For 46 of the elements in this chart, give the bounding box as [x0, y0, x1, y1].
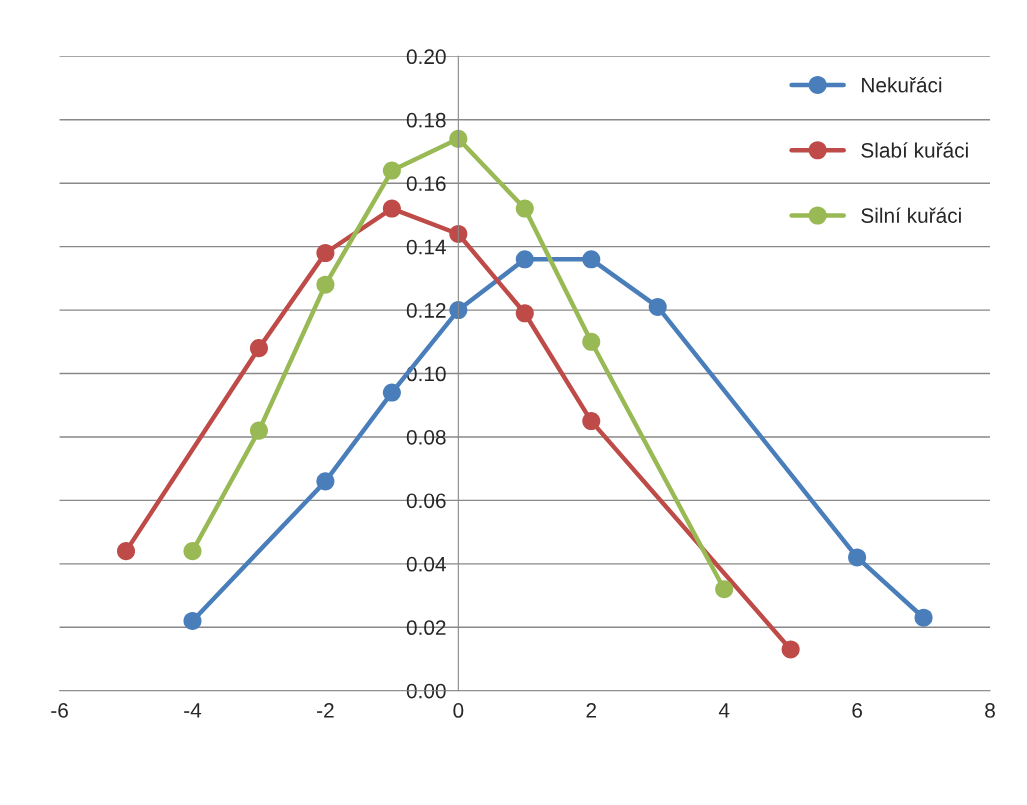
point: [249, 421, 268, 440]
x-tick-label: -2: [317, 703, 334, 718]
x-tick-label: -4: [184, 703, 202, 718]
point: [316, 275, 335, 294]
point: [515, 199, 534, 218]
y-tick-label: 0.14: [406, 239, 446, 255]
x-tick-label: 6: [852, 703, 862, 718]
point: [648, 297, 667, 316]
y-tick-label: 0.02: [406, 620, 446, 636]
y-tick-label: 0.04: [406, 556, 446, 572]
point: [382, 383, 401, 402]
x-tick-label: 4: [718, 703, 730, 718]
y-tick-label: 0.20: [406, 49, 446, 65]
point: [449, 301, 468, 320]
point: [382, 161, 401, 180]
y-tick-label: 0.00: [406, 683, 446, 699]
point: [781, 640, 800, 659]
y-tick-label: 0.18: [406, 112, 446, 128]
point: [316, 472, 335, 491]
point: [515, 250, 534, 269]
x-tick-label: 0: [453, 703, 464, 718]
legend-label: Nekuřáci: [862, 76, 942, 93]
point: [582, 250, 601, 269]
y-tick-label: 0.06: [406, 493, 446, 509]
point: [449, 224, 468, 243]
point: [515, 304, 534, 323]
point: [715, 580, 734, 599]
y-tick-label: 0.16: [406, 176, 446, 191]
point: [117, 542, 136, 561]
point: [449, 129, 468, 148]
legend-label: Slabí kuřáci: [861, 142, 968, 158]
y-tick-label: 0.08: [406, 429, 446, 445]
legend-label: Silní kuřáci: [861, 207, 961, 223]
point: [249, 339, 268, 358]
x-tick-label: 2: [586, 703, 597, 718]
y-tick-label: 0.12: [406, 303, 446, 318]
x-tick-label: 8: [985, 703, 995, 718]
point: [582, 332, 601, 351]
point: [183, 542, 202, 561]
point: [183, 611, 202, 630]
point: [316, 243, 335, 263]
point: [848, 548, 867, 567]
point: [382, 199, 401, 218]
point: [582, 412, 601, 431]
x-tick-label: -6: [51, 703, 68, 718]
point: [914, 608, 933, 627]
